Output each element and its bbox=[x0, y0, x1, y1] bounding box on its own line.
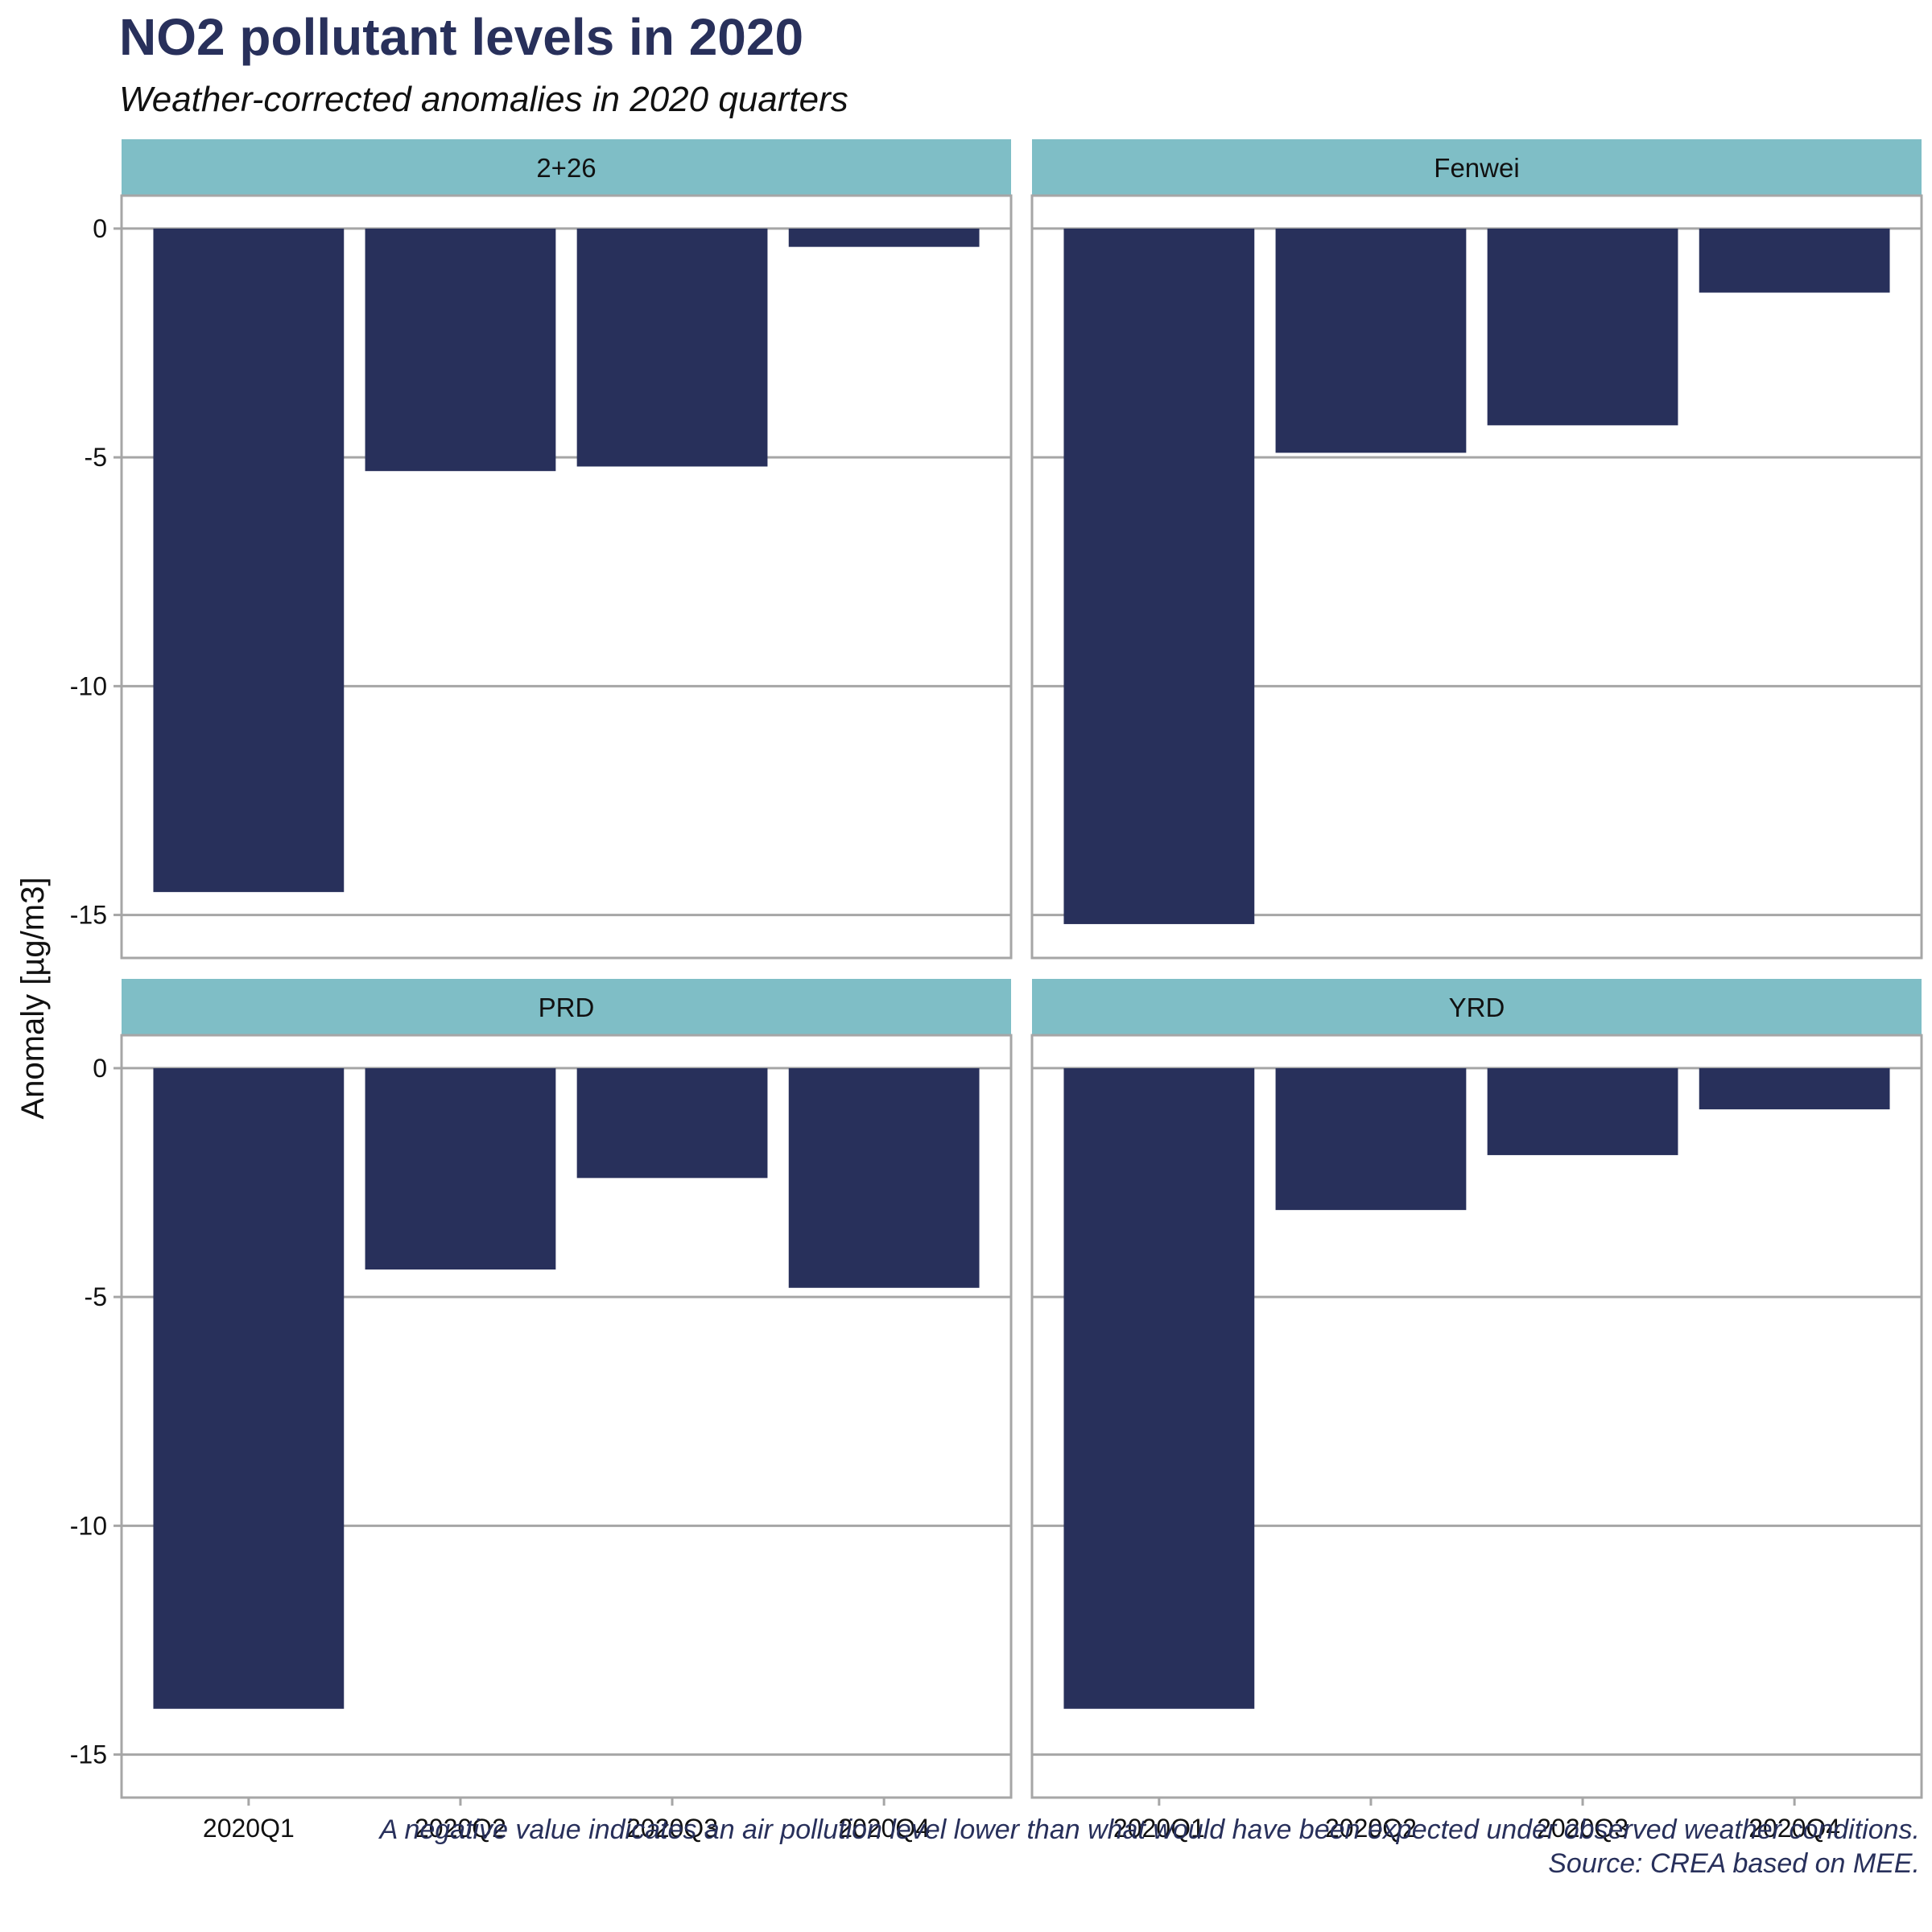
x-tick-label: 2020Q2 bbox=[415, 1814, 506, 1843]
facet-strip bbox=[1032, 979, 1922, 1035]
y-tick-label: -15 bbox=[70, 1740, 107, 1769]
bar-2020q4 bbox=[788, 1067, 980, 1288]
y-axis-label: Anomaly [µg/m3] bbox=[15, 877, 51, 1120]
panel-yrd: YRD 2020Q1 2020Q2 2020Q3 2020Q4 bbox=[1030, 979, 1923, 1843]
bar-2020q2 bbox=[1275, 228, 1467, 453]
panel-border bbox=[120, 1034, 1013, 1799]
panel-border bbox=[1030, 194, 1923, 960]
bar-2020q4 bbox=[788, 228, 980, 247]
panel-2-26: 2+26 0 -5 -10 -15 bbox=[70, 139, 1013, 960]
y-tick-label: -5 bbox=[85, 1282, 107, 1311]
facet-panels: 2+26 0 -5 -10 -15 Fenwei PRD 0 -5 -10 -15 2020Q1 202… bbox=[70, 139, 1923, 1843]
y-tick-label: -10 bbox=[70, 671, 107, 700]
bar-2020q1 bbox=[153, 228, 345, 893]
bar-2020q1 bbox=[1063, 228, 1255, 924]
bar-2020q3 bbox=[1487, 1067, 1678, 1155]
x-tick-label: 2020Q4 bbox=[1748, 1814, 1840, 1843]
x-tick-label: 2020Q4 bbox=[838, 1814, 930, 1843]
y-tick-label: 0 bbox=[93, 214, 107, 243]
x-tick-label: 2020Q3 bbox=[626, 1814, 718, 1843]
bar-2020q2 bbox=[1275, 1067, 1467, 1211]
caption-note: A negative value indicates an air pollut… bbox=[378, 1814, 1920, 1845]
bar-2020q2 bbox=[365, 1067, 556, 1270]
panel-border bbox=[120, 194, 1013, 960]
y-tick-label: 0 bbox=[93, 1054, 107, 1083]
bar-2020q1 bbox=[1063, 1067, 1255, 1709]
x-tick-label: 2020Q3 bbox=[1537, 1814, 1629, 1843]
bar-2020q3 bbox=[1487, 228, 1678, 426]
caption-source: Source: CREA based on MEE. bbox=[1548, 1848, 1920, 1879]
bar-2020q4 bbox=[1699, 228, 1890, 293]
chart-subtitle: Weather-corrected anomalies in 2020 quar… bbox=[119, 80, 848, 119]
panel-border bbox=[1030, 1034, 1923, 1799]
bar-2020q3 bbox=[576, 228, 768, 467]
y-tick-label: -15 bbox=[70, 901, 107, 930]
x-tick-label: 2020Q1 bbox=[1113, 1814, 1205, 1843]
bar-2020q1 bbox=[153, 1067, 345, 1709]
facet-strip-label: PRD bbox=[539, 993, 595, 1022]
panel-fenwei: Fenwei bbox=[1030, 139, 1923, 960]
facet-strip bbox=[122, 979, 1011, 1035]
chart-title: NO2 pollutant levels in 2020 bbox=[119, 8, 803, 66]
y-tick-label: -5 bbox=[85, 443, 107, 472]
bar-2020q4 bbox=[1699, 1067, 1890, 1110]
facet-strip bbox=[122, 139, 1011, 196]
facet-strip-label: 2+26 bbox=[536, 153, 596, 183]
bar-2020q2 bbox=[365, 228, 556, 472]
y-tick-label: -10 bbox=[70, 1511, 107, 1540]
bar-2020q3 bbox=[576, 1067, 768, 1179]
facet-strip bbox=[1032, 139, 1922, 196]
x-tick-label: 2020Q2 bbox=[1325, 1814, 1417, 1843]
x-tick-label: 2020Q1 bbox=[203, 1814, 295, 1843]
facet-strip-label: Fenwei bbox=[1434, 153, 1519, 183]
facet-strip-label: YRD bbox=[1449, 993, 1505, 1022]
panel-prd: PRD 0 -5 -10 -15 2020Q1 2020Q2 2020Q3 2020Q4 bbox=[70, 979, 1013, 1843]
